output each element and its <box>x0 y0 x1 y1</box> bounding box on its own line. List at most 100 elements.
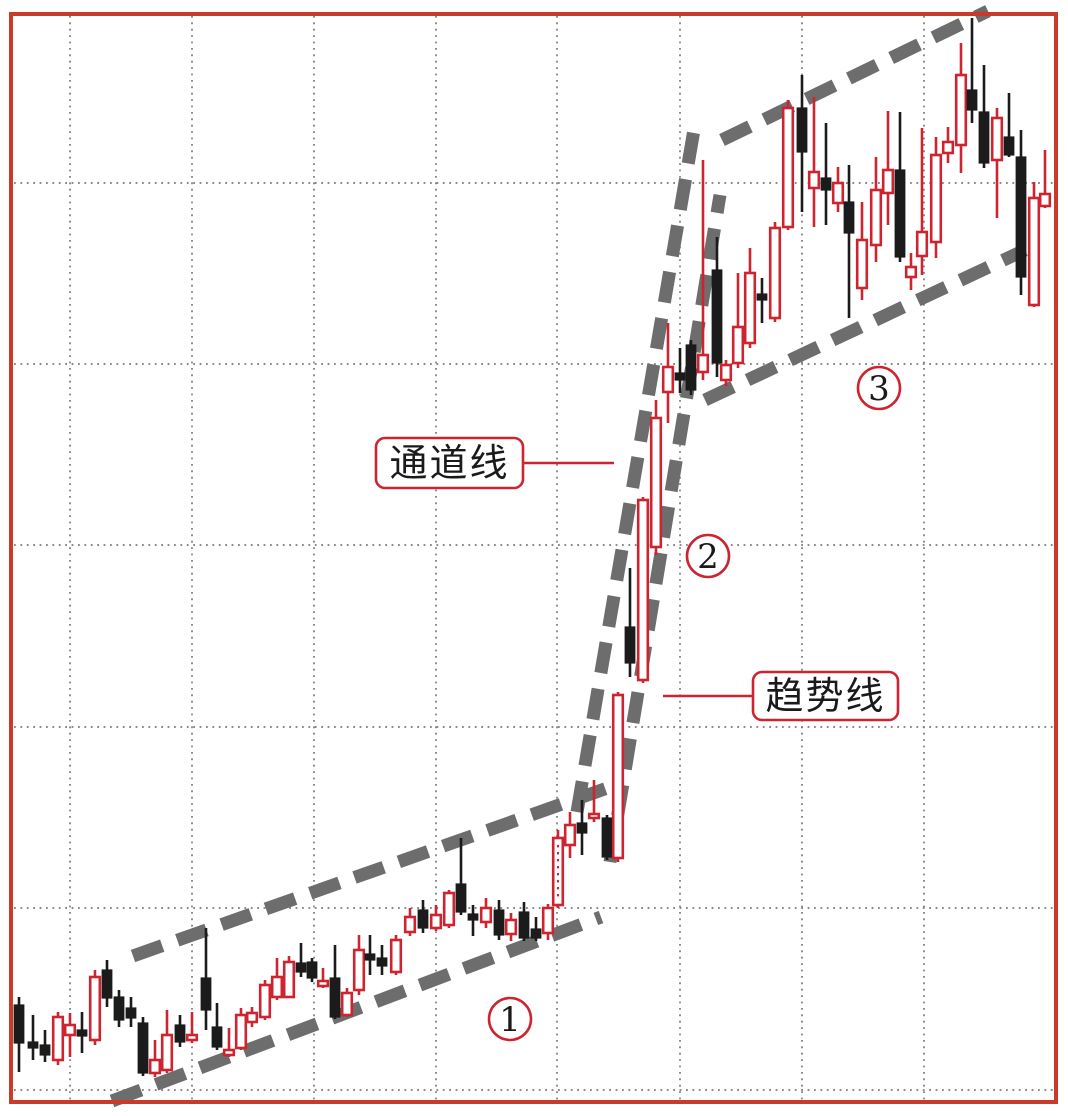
bullish-candle <box>403 908 417 936</box>
bullish-candle <box>563 812 577 858</box>
bullish-candle <box>352 935 366 995</box>
candle-body <box>941 140 955 155</box>
candle-body <box>364 953 376 961</box>
chart-border <box>9 12 1058 1104</box>
bearish-candle <box>576 800 588 855</box>
candle-body <box>1003 136 1015 156</box>
candle-body <box>894 169 906 258</box>
bullish-candle <box>855 202 869 300</box>
candle-body <box>768 226 782 320</box>
candle-body <box>576 822 588 834</box>
candlesticks <box>13 18 1052 1077</box>
candle-body <box>820 177 832 191</box>
bullish-candle <box>611 692 625 862</box>
candle-body <box>340 991 354 1017</box>
candle-body <box>1027 196 1041 307</box>
bullish-candle <box>941 127 955 163</box>
candle-body <box>674 372 686 381</box>
candle-body <box>295 962 307 973</box>
candle-body <box>352 948 366 992</box>
bullish-candle <box>768 222 782 322</box>
candle-body <box>185 1033 199 1042</box>
candle-body <box>467 913 479 921</box>
candle-body <box>160 1033 174 1072</box>
candle-body <box>222 1048 236 1057</box>
phase-marker-1: 1 <box>487 996 533 1042</box>
trend-line-callout-text: 趋势线 <box>765 674 885 718</box>
bullish-candle <box>63 1013 77 1057</box>
candle-body <box>611 693 625 860</box>
bearish-candle <box>211 1003 223 1050</box>
candle-body <box>403 915 417 934</box>
bearish-candle <box>493 900 505 940</box>
bearish-candle <box>1015 130 1027 295</box>
candle-body <box>389 938 403 974</box>
bullish-candle <box>869 157 883 262</box>
bullish-candle <box>504 913 518 941</box>
bullish-candle <box>282 956 296 999</box>
bullish-candle <box>915 128 929 275</box>
bullish-candle <box>781 100 795 230</box>
bearish-candle <box>601 815 613 860</box>
candle-body <box>125 1007 137 1019</box>
candle-body <box>429 913 443 930</box>
candle-body <box>1038 192 1052 208</box>
candle-body <box>696 353 710 374</box>
bearish-candle <box>711 237 723 377</box>
bearish-candle <box>530 917 542 941</box>
candle-body <box>13 1004 25 1044</box>
candle-body <box>200 977 212 1011</box>
bearish-candle <box>467 905 479 936</box>
candle-body <box>929 153 943 244</box>
bullish-candle <box>990 108 1004 218</box>
candle-body <box>234 1013 248 1050</box>
bearish-candle <box>978 65 990 168</box>
candle-body <box>479 906 493 924</box>
channel-line-callout: 通道线 <box>374 436 614 490</box>
candle-body <box>442 891 456 927</box>
bearish-candle <box>624 568 636 677</box>
bullish-candle <box>649 400 663 555</box>
bullish-candle <box>904 253 918 290</box>
bullish-candle <box>881 111 895 225</box>
bullish-candle <box>661 323 675 423</box>
bullish-candle <box>270 958 284 1000</box>
bullish-candle <box>88 970 102 1045</box>
bullish-candle <box>245 1007 259 1027</box>
candle-body <box>27 1041 39 1049</box>
bearish-candle <box>200 928 212 1030</box>
phase2-channel-line <box>570 116 703 814</box>
candle-body <box>831 181 845 205</box>
bullish-candle <box>954 43 968 173</box>
candle-body <box>541 906 555 935</box>
bearish-candle <box>894 112 906 262</box>
candle-body <box>282 960 296 999</box>
candle-body <box>601 817 613 858</box>
bearish-candle <box>27 1015 39 1060</box>
bullish-candle <box>731 273 745 368</box>
bullish-candle <box>185 1012 199 1043</box>
candle-body <box>306 961 318 979</box>
bullish-candle <box>340 988 354 1017</box>
bullish-candle <box>51 1012 65 1065</box>
bearish-candle <box>174 1015 186 1047</box>
candle-body <box>137 1022 149 1074</box>
candle-body <box>504 918 518 936</box>
candle-body <box>376 957 388 967</box>
bearish-candle <box>39 1030 51 1062</box>
bullish-candle <box>234 1008 248 1050</box>
phase-marker-number: 3 <box>868 369 890 409</box>
phase3-upper-channel-line <box>719 5 991 146</box>
candle-body <box>855 238 869 290</box>
bullish-candle <box>479 898 493 928</box>
bearish-candle <box>674 348 686 393</box>
candle-body <box>101 969 113 999</box>
channel-line-callout-text: 通道线 <box>389 441 509 485</box>
phase-marker-circle <box>685 533 731 579</box>
trendlines <box>109 5 1028 1108</box>
candle-body <box>624 626 636 664</box>
candle-body <box>493 909 505 936</box>
candle-body <box>174 1024 186 1043</box>
candle-body <box>113 996 125 1021</box>
